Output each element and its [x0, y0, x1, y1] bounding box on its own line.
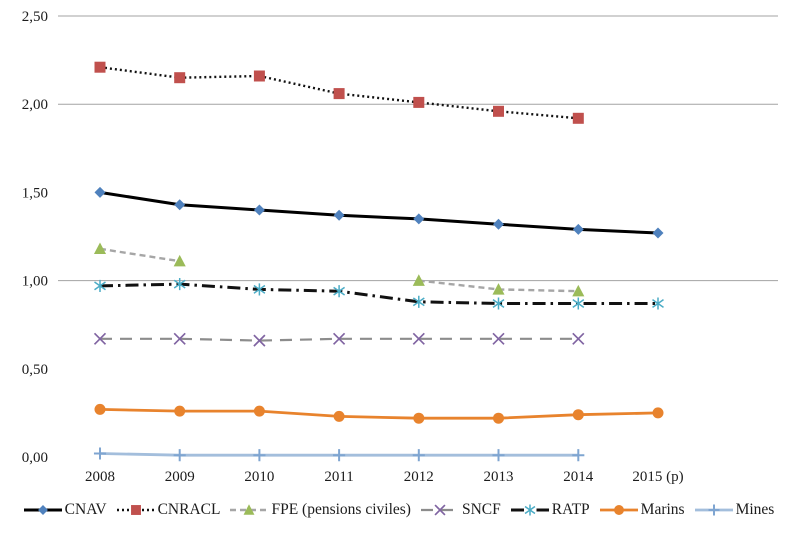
data-point-marins-2008: [94, 403, 106, 415]
data-point-ratp-2010: [253, 283, 266, 296]
data-point-cnav-2009: [174, 199, 186, 211]
x-axis-label-2012: 2012: [404, 469, 434, 485]
series-cnracl: [94, 61, 584, 124]
data-point-sncf-2010: [253, 334, 266, 347]
series-sncf: [93, 332, 585, 347]
data-point-ratp-2011: [333, 285, 346, 298]
data-point-ratp-2009: [173, 278, 186, 291]
legend-label-cnav: CNAV: [64, 501, 107, 518]
data-point-cnracl-2011: [333, 88, 345, 100]
x-axis-label-2014: 2014: [563, 469, 594, 485]
x-axis-label-2009: 2009: [165, 469, 195, 485]
data-point-ratp-2015-p: [652, 297, 664, 310]
data-point-mines-2011: [333, 449, 346, 462]
data-point-cnav-2014: [572, 223, 584, 235]
data-point-marins-2010: [253, 405, 265, 417]
legend-label-cnracl: CNRACL: [157, 501, 221, 518]
data-point-ratp-2012: [412, 295, 425, 308]
data-point-sncf-2011: [332, 332, 346, 345]
y-axis-label-0-50: 0,50: [22, 362, 48, 378]
data-point-fpe-pensions-civiles-2013: [492, 283, 505, 295]
y-axis-label-1-00: 1,00: [22, 274, 48, 290]
data-point-ratp-2013: [492, 297, 505, 310]
data-point-marins-2011: [333, 410, 345, 422]
x-axis-label-2015-p: 2015 (p): [632, 469, 683, 485]
x-axis-label-2011: 2011: [324, 469, 353, 485]
data-point-cnav-2008: [94, 186, 106, 198]
legend-label-mines: Mines: [735, 501, 775, 518]
data-point-marins-2013: [493, 412, 504, 424]
data-point-marins-2014: [572, 409, 584, 421]
data-point-cnav-2015-p: [652, 227, 664, 239]
series-marins: [94, 403, 664, 424]
series-line-marins: [99, 408, 659, 420]
data-point-mines-2014: [572, 449, 585, 462]
legend-label-sncf: SNCF: [461, 501, 501, 518]
legend-label-marins: Marins: [640, 501, 685, 518]
legend-item-cnav: CNAV: [23, 501, 107, 519]
data-point-mines-2009: [173, 449, 186, 462]
y-axis-label-0-00: 0,00: [22, 450, 48, 466]
plot-area: 2,50 2,00 1,50 1,00 0,50 0,00 2008 2009 2010 2011…: [22, 9, 778, 485]
data-point-cnav-2013: [493, 218, 504, 230]
legend-label-ratp: RATP: [551, 501, 590, 518]
legend-swatch-fpe-pensions-civiles: [230, 504, 269, 515]
series-fpe-pensions-civiles: [93, 242, 585, 297]
x-axis-label-2008: 2008: [85, 469, 115, 485]
data-point-marins-2012: [413, 412, 425, 424]
data-point-mines-2008: [93, 447, 107, 460]
data-point-ratp-2008: [94, 279, 106, 292]
legend-item-mines: Mines: [694, 501, 775, 519]
legend-item-cnracl: CNRACL: [116, 501, 221, 519]
data-point-cnracl-2009: [174, 72, 186, 84]
legend-item-sncf: SNCF: [420, 501, 501, 519]
data-point-mines-2012: [412, 449, 425, 462]
data-point-mines-2010: [253, 449, 266, 462]
legend-swatch-sncf: [420, 504, 459, 516]
data-point-fpe-pensions-civiles-2009: [173, 254, 186, 267]
data-point-fpe-pensions-civiles-2014: [572, 284, 585, 297]
series-line-ratp: [99, 282, 658, 305]
data-point-cnracl-2008: [94, 61, 106, 73]
data-point-cnracl-2014: [572, 112, 584, 124]
data-point-cnracl-2012: [413, 96, 425, 108]
series-mines: [93, 447, 585, 462]
legend-swatch-marins: [599, 505, 638, 515]
data-point-sncf-2012: [412, 332, 425, 345]
data-point-mines-2013: [492, 449, 505, 462]
y-axis-label-2-50: 2,50: [22, 9, 48, 25]
data-point-cnav-2010: [253, 204, 265, 216]
legend-swatch-cnav: [23, 505, 62, 515]
x-axis-label-2013: 2013: [484, 469, 514, 485]
legend-swatch-ratp: [510, 504, 549, 516]
data-point-sncf-2014: [572, 332, 585, 345]
series-line-cnav: [99, 190, 659, 235]
data-point-fpe-pensions-civiles-2012: [412, 274, 425, 286]
data-point-marins-2015-p: [652, 407, 664, 419]
series-ratp: [94, 278, 664, 310]
data-point-sncf-2009: [173, 332, 186, 345]
series-line-fpe-pensions-civiles: [99, 247, 180, 263]
data-point-marins-2009: [174, 405, 186, 417]
y-axis-label-2-00: 2,00: [22, 97, 48, 113]
data-point-cnracl-2010: [253, 70, 265, 82]
data-point-sncf-2008: [93, 332, 107, 345]
legend-label-fpe-pensions-civiles: FPE (pensions civiles): [271, 501, 411, 518]
legend-swatch-cnracl: [116, 505, 155, 515]
legend-swatch-mines: [694, 504, 733, 516]
series-cnav: [94, 186, 664, 239]
data-point-fpe-pensions-civiles-2008: [93, 242, 107, 255]
data-point-sncf-2013: [492, 332, 505, 345]
data-point-cnracl-2013: [493, 105, 504, 117]
data-point-ratp-2014: [572, 297, 585, 310]
data-point-cnav-2011: [333, 209, 345, 221]
x-axis-label-2010: 2010: [244, 469, 274, 485]
legend: CNAV CNRACL FPE (pensions civiles) SNCF RATP…: [0, 501, 798, 519]
legend-item-ratp: RATP: [510, 501, 590, 519]
data-point-cnav-2012: [413, 213, 425, 225]
legend-item-fpe-pensions-civiles: FPE (pensions civiles): [230, 501, 411, 519]
legend-item-marins: Marins: [599, 501, 685, 519]
y-axis-label-1-50: 1,50: [22, 185, 48, 201]
